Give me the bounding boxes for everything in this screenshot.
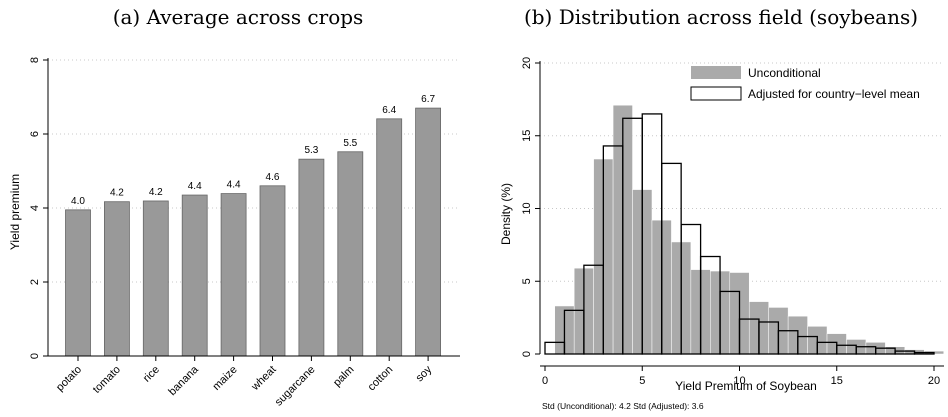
- panel-b-grid: [540, 62, 944, 282]
- panel-a-value-label: 4.2: [110, 188, 124, 199]
- panel-b-x-tick-label: 10: [733, 375, 745, 387]
- panel-a-x-tick-label: cotton: [366, 364, 396, 394]
- panel-a-y-tick-label: 2: [29, 279, 41, 285]
- panel-a-x-tick-label: banana: [166, 363, 201, 398]
- panel-b-y-tick-label: 5: [521, 278, 533, 284]
- panel-a-y-tick-label: 8: [29, 57, 41, 63]
- panel-b-x-tick-label: 20: [928, 375, 940, 387]
- panel-b-x-axis-label: Yield Premium of Soybean: [675, 379, 817, 393]
- panel-a-bar: [376, 118, 403, 357]
- panel-b-bar-adjusted: [913, 351, 935, 355]
- panel-a-y-tick-label: 6: [29, 131, 41, 137]
- panel-a-x-tick-label: tomato: [91, 364, 123, 396]
- panel-a-x-tick-label: potato: [54, 364, 84, 394]
- panel-a-y-axis-label: Yield premium: [8, 174, 22, 250]
- panel-a-value-label: 4.4: [188, 181, 202, 192]
- panel-a-value-label: 4.6: [266, 172, 280, 183]
- legend-label-unconditional: Unconditional: [748, 66, 821, 80]
- panel-b-histogram: (b) Distribution across field (soybeans)…: [499, 5, 944, 411]
- panel-a-x-tick-label: soy: [414, 363, 435, 384]
- panel-b-x-tick-label: 5: [639, 375, 645, 387]
- panel-a-y-tick-label: 0: [29, 353, 41, 359]
- panel-a-bars: 4.0 4.2 4.2 4.4 4.4 4.6 5.3 5.5 6.4 6.7: [65, 94, 442, 357]
- panel-a-x-tick-label: maize: [210, 364, 239, 393]
- panel-a-value-label: 5.5: [343, 138, 357, 149]
- panel-a-bar: [104, 201, 130, 357]
- panel-b-y-tick-label: 10: [521, 202, 533, 214]
- panel-a-bar: [65, 209, 91, 357]
- panel-a-bar-chart: (a) Average across crops Yield premium 4…: [8, 5, 460, 408]
- panel-a-bar: [337, 151, 364, 357]
- panel-a-y-tick-label: 4: [29, 205, 41, 211]
- panel-b-y-tick-label: 15: [521, 130, 533, 142]
- panel-a-x-tick-label: wheat: [249, 364, 279, 394]
- panel-a-value-label: 4.4: [227, 180, 241, 191]
- panel-a-value-label: 5.3: [304, 145, 318, 156]
- panel-a-bar: [142, 200, 169, 357]
- panel-a-value-label: 4.0: [71, 196, 85, 207]
- panel-a-bar: [298, 158, 325, 357]
- legend-label-adjusted: Adjusted for country−level mean: [748, 87, 920, 101]
- panel-b-y-tick-label: 20: [521, 57, 533, 69]
- panel-a-value-label: 6.4: [382, 105, 396, 116]
- panel-a-bar: [181, 194, 208, 357]
- panel-a-bar: [220, 193, 247, 357]
- panel-a-bar: [415, 107, 442, 357]
- panel-b-legend: Unconditional Adjusted for country−level…: [690, 66, 920, 101]
- legend-swatch-unconditional: [691, 66, 741, 79]
- panel-b-y-tick-label: 0: [521, 351, 533, 357]
- panel-b-x-tick-label: 15: [831, 375, 843, 387]
- panel-b-y-axis-label: Density (%): [499, 183, 513, 245]
- panel-b-x-tick-label: 0: [542, 375, 548, 387]
- legend-swatch-adjusted: [690, 86, 742, 101]
- panel-a-value-label: 4.2: [149, 187, 163, 198]
- panel-b-title: (b) Distribution across field (soybeans): [524, 5, 918, 29]
- panel-a-x-tick-label: palm: [331, 364, 356, 389]
- panel-b-axis: 0 5 10 15 20 0 5 10 15 20: [521, 57, 944, 387]
- panel-a-value-label: 6.7: [421, 94, 435, 105]
- panel-a-title: (a) Average across crops: [113, 5, 364, 29]
- panel-a-x-tick-label: sugarcane: [273, 364, 318, 409]
- panel-a-x-tick-label: rice: [141, 364, 162, 385]
- panel-a-bar: [259, 185, 286, 357]
- panel-b-std-note: Std (Unconditional): 4.2 Std (Adjusted):…: [542, 401, 704, 411]
- panel-b-bars: [544, 104, 944, 355]
